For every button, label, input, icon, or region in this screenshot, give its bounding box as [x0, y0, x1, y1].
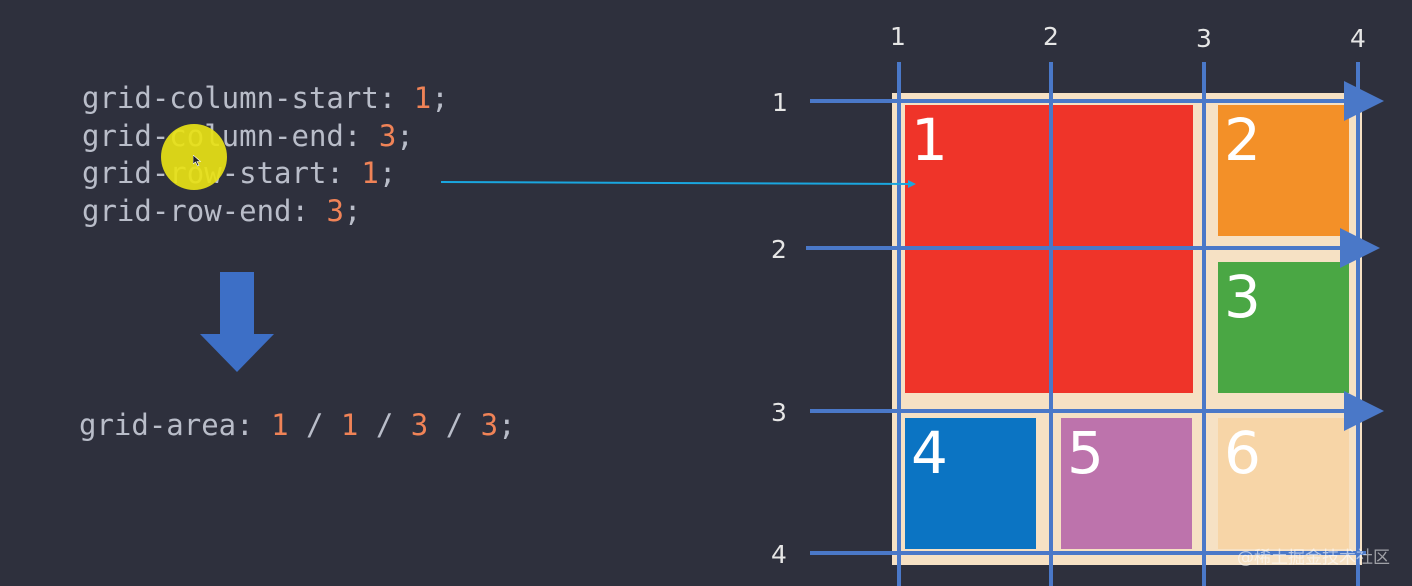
column-number-1: 1 [890, 22, 906, 51]
grid-item-1-label: 1 [911, 106, 948, 174]
row-number-2: 2 [771, 235, 787, 264]
grid-item-4-label: 4 [911, 419, 948, 487]
row-number-4: 4 [771, 540, 787, 569]
mouse-pointer-icon [193, 155, 202, 167]
code-line-row-end: grid-row-end: 3; [82, 193, 362, 228]
column-number-4: 4 [1350, 24, 1366, 53]
row-number-1: 1 [772, 88, 788, 117]
grid-item-3: 3 [1218, 262, 1349, 393]
grid-item-4: 4 [905, 418, 1036, 549]
watermark-text: @稀土掘金技术社区 [1237, 548, 1390, 568]
grid-item-2-label: 2 [1224, 106, 1261, 174]
code-line-column-start: grid-column-start: 1; [82, 81, 449, 115]
column-number-3: 3 [1196, 24, 1212, 53]
grid-item-5: 5 [1061, 418, 1192, 549]
row-number-3: 3 [771, 398, 787, 427]
code-line-column-end: grid-column-end: 3; [82, 118, 414, 153]
down-arrow-icon [200, 272, 274, 372]
connector-line [440, 181, 909, 185]
column-number-2: 2 [1043, 22, 1059, 51]
grid-item-3-label: 3 [1224, 263, 1261, 331]
code-line-grid-area: grid-area: 1 / 1 / 3 / 3; [79, 408, 516, 442]
grid-item-5-label: 5 [1067, 419, 1104, 487]
connector-arrowhead [908, 180, 916, 188]
grid-item-6: 6 [1218, 418, 1349, 549]
grid-item-6-label: 6 [1224, 419, 1261, 487]
grid-item-2: 2 [1218, 105, 1349, 236]
